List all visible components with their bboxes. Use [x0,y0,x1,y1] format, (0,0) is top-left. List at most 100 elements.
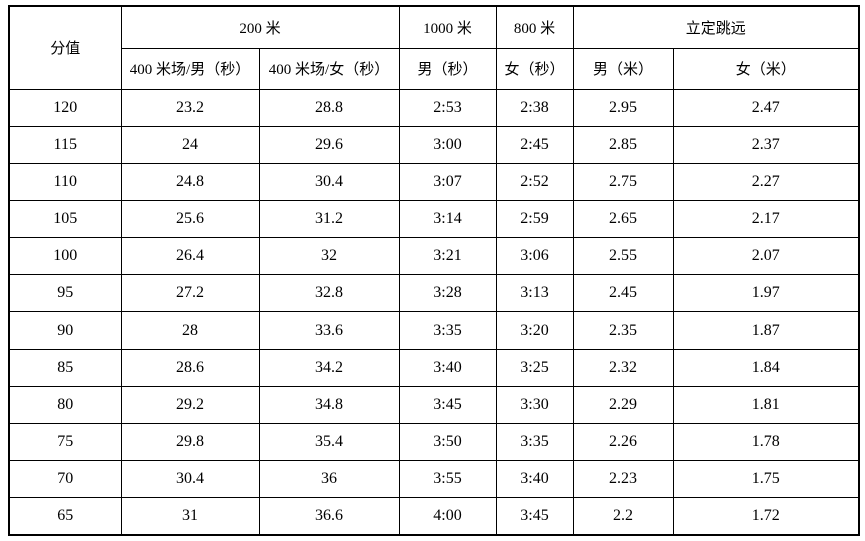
value-cell: 2:53 [398,88,497,127]
score-cell: 85 [8,348,122,387]
value-cell: 34.8 [258,385,400,424]
value-cell: 1.78 [672,422,860,462]
value-cell: 28 [120,311,260,350]
table-row: 75 29.8 35.4 3:50 3:35 2.26 1.78 [8,422,860,462]
score-cell: 75 [8,422,122,462]
scoring-standards-table: 分值 200 米 1000 米 800 米 立定跳远 400 米场/男（秒） 4… [8,5,861,536]
header-800m-female-seconds: 女（秒） [495,47,574,90]
value-cell: 3:25 [495,348,574,387]
value-cell: 2.23 [572,460,674,499]
value-cell: 25.6 [120,199,260,239]
value-cell: 23.2 [120,88,260,127]
table-row: 110 24.8 30.4 3:07 2:52 2.75 2.27 [8,162,860,201]
table-row: 90 28 33.6 3:35 3:20 2.35 1.87 [8,311,860,350]
table-header: 分值 200 米 1000 米 800 米 立定跳远 400 米场/男（秒） 4… [8,5,860,90]
header-group-standing-long-jump: 立定跳远 [572,5,860,49]
score-cell: 95 [8,274,122,313]
table-body: 120 23.2 28.8 2:53 2:38 2.95 2.47 115 24 29.6 3:00… [8,88,860,536]
value-cell: 33.6 [258,311,400,350]
value-cell: 3:55 [398,460,497,499]
header-group-1000m: 1000 米 [398,5,497,49]
value-cell: 3:21 [398,237,497,276]
value-cell: 1.84 [672,348,860,387]
value-cell: 1.75 [672,460,860,499]
value-cell: 30.4 [258,162,400,201]
value-cell: 3:13 [495,274,574,313]
value-cell: 2.26 [572,422,674,462]
value-cell: 3:14 [398,199,497,239]
table-row: 105 25.6 31.2 3:14 2:59 2.65 2.17 [8,199,860,239]
value-cell: 3:40 [495,460,574,499]
header-jump-female-meters: 女（米） [672,47,860,90]
value-cell: 1.72 [672,497,860,536]
header-1000m-male-seconds: 男（秒） [398,47,497,90]
value-cell: 2.75 [572,162,674,201]
value-cell: 24.8 [120,162,260,201]
header-group-200m: 200 米 [120,5,400,49]
header-400m-track-male-seconds: 400 米场/男（秒） [120,47,260,90]
value-cell: 2.29 [572,385,674,424]
table-row: 85 28.6 34.2 3:40 3:25 2.32 1.84 [8,348,860,387]
header-score-column: 分值 [8,5,122,90]
value-cell: 3:06 [495,237,574,276]
value-cell: 31 [120,497,260,536]
score-cell: 80 [8,385,122,424]
value-cell: 3:50 [398,422,497,462]
value-cell: 3:45 [495,497,574,536]
value-cell: 34.2 [258,348,400,387]
value-cell: 2:52 [495,162,574,201]
value-cell: 26.4 [120,237,260,276]
value-cell: 3:30 [495,385,574,424]
value-cell: 2.2 [572,497,674,536]
value-cell: 36.6 [258,497,400,536]
table-row: 115 24 29.6 3:00 2:45 2.85 2.37 [8,125,860,164]
header-group-row: 分值 200 米 1000 米 800 米 立定跳远 [8,5,860,90]
value-cell: 29.2 [120,385,260,424]
value-cell: 32 [258,237,400,276]
table-row: 70 30.4 36 3:55 3:40 2.23 1.75 [8,460,860,499]
value-cell: 29.8 [120,422,260,462]
value-cell: 2.17 [672,199,860,239]
value-cell: 3:35 [398,311,497,350]
score-cell: 120 [8,88,122,127]
value-cell: 2:45 [495,125,574,164]
value-cell: 31.2 [258,199,400,239]
score-cell: 100 [8,237,122,276]
value-cell: 3:40 [398,348,497,387]
value-cell: 2.37 [672,125,860,164]
value-cell: 2:38 [495,88,574,127]
value-cell: 3:20 [495,311,574,350]
score-cell: 70 [8,460,122,499]
value-cell: 30.4 [120,460,260,499]
value-cell: 1.97 [672,274,860,313]
value-cell: 28.8 [258,88,400,127]
value-cell: 3:45 [398,385,497,424]
value-cell: 2.55 [572,237,674,276]
value-cell: 3:07 [398,162,497,201]
scoring-table-container: 分值 200 米 1000 米 800 米 立定跳远 400 米场/男（秒） 4… [8,5,861,536]
value-cell: 2.47 [672,88,860,127]
value-cell: 2:59 [495,199,574,239]
value-cell: 2.45 [572,274,674,313]
table-row: 80 29.2 34.8 3:45 3:30 2.29 1.81 [8,385,860,424]
value-cell: 2.65 [572,199,674,239]
value-cell: 27.2 [120,274,260,313]
value-cell: 28.6 [120,348,260,387]
value-cell: 3:00 [398,125,497,164]
table-row: 100 26.4 32 3:21 3:06 2.55 2.07 [8,237,860,276]
value-cell: 36 [258,460,400,499]
header-400m-track-female-seconds: 400 米场/女（秒） [258,47,400,90]
value-cell: 2.35 [572,311,674,350]
value-cell: 2.95 [572,88,674,127]
table-row: 120 23.2 28.8 2:53 2:38 2.95 2.47 [8,88,860,127]
value-cell: 29.6 [258,125,400,164]
score-cell: 115 [8,125,122,164]
score-cell: 90 [8,311,122,350]
score-cell: 105 [8,199,122,239]
header-group-800m: 800 米 [495,5,574,49]
value-cell: 2.07 [672,237,860,276]
score-cell: 65 [8,497,122,536]
table-row: 95 27.2 32.8 3:28 3:13 2.45 1.97 [8,274,860,313]
value-cell: 4:00 [398,497,497,536]
value-cell: 1.81 [672,385,860,424]
